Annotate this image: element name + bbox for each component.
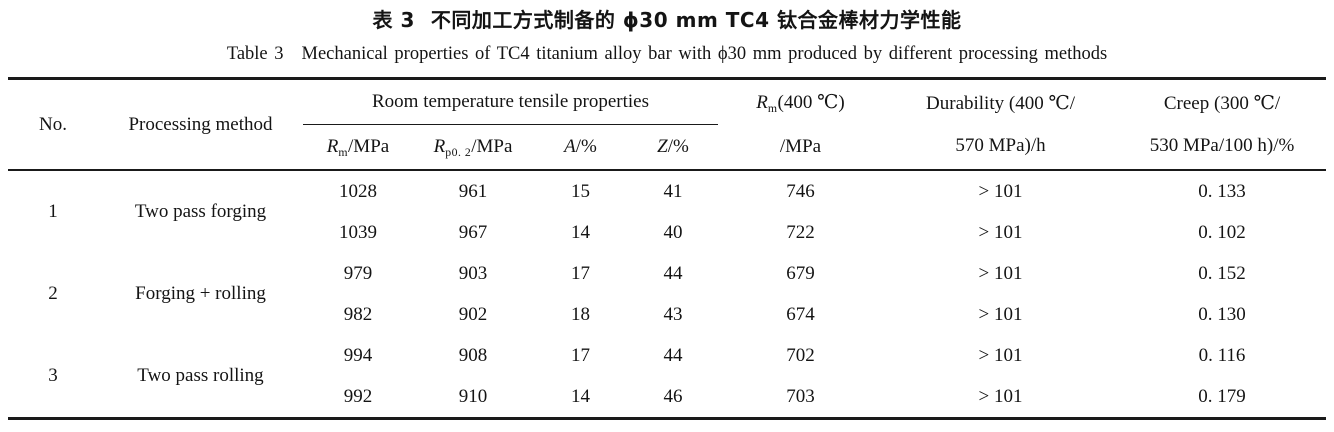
table-row: 1 Two pass forging 1028 961 15 41 746 > … [8, 170, 1326, 223]
cell-rm-400: 674 [786, 303, 815, 325]
cell-durability: > 101 [978, 303, 1023, 325]
table-title-english: Table 3 Mechanical properties of TC4 tita… [0, 42, 1334, 66]
cell-processing-method: Two pass rolling [137, 365, 264, 386]
cell-creep: 0. 116 [1198, 344, 1246, 366]
cell-z: 41 [663, 180, 683, 202]
table-row: 992 910 14 46 703 > 101 0. 179 [8, 376, 1326, 419]
col-group-header-room-temp: Room temperature tensile properties [303, 78, 718, 125]
cell-rm: 979 [343, 262, 373, 284]
col-header-rm-400: Rm(400 ℃) /MPa [718, 79, 883, 171]
cell-rm: 992 [343, 385, 373, 407]
cell-z: 40 [663, 221, 683, 243]
col-header-rp02: Rp0. 2/MPa [433, 136, 513, 160]
col-header-a: A/% [564, 136, 597, 157]
cell-durability: > 101 [978, 180, 1023, 202]
rm400-line1: Rm(400 ℃) [756, 91, 845, 115]
table-number-en: Table 3 [226, 44, 284, 64]
cell-rp02: 967 [458, 221, 488, 243]
cell-rp02: 910 [458, 385, 488, 407]
header-row-top: No. Processing method Room temperature t… [8, 78, 1326, 157]
mechanical-properties-table: No. Processing method Room temperature t… [8, 77, 1326, 420]
cell-rp02: 903 [458, 262, 488, 284]
table-title-en-text: Mechanical properties of TC4 titanium al… [301, 44, 1108, 64]
cell-creep: 0. 133 [1198, 180, 1246, 202]
cell-rp02: 902 [458, 303, 488, 325]
col-header-z: Z/% [657, 136, 689, 157]
cell-rm-400: 703 [786, 385, 815, 407]
table-title-chinese: 表 3 不同加工方式制备的 ϕ30 mm TC4 钛合金棒材力学性能 [0, 0, 1334, 33]
cell-durability: > 101 [978, 221, 1023, 243]
cell-rm: 1028 [339, 180, 377, 202]
cell-durability: > 101 [978, 385, 1023, 407]
cell-a: 18 [571, 303, 590, 325]
col-header-no: No. [39, 113, 67, 135]
cell-rm-400: 679 [786, 262, 815, 284]
cell-durability: > 101 [978, 344, 1023, 366]
cell-rp02: 908 [458, 344, 488, 366]
cell-processing-method: Two pass forging [134, 201, 267, 222]
cell-durability: > 101 [978, 262, 1023, 284]
table-caption: 表 3 不同加工方式制备的 ϕ30 mm TC4 钛合金棒材力学性能 Table … [0, 0, 1334, 66]
table-row: 3 Two pass rolling 994 908 17 44 702 > 1… [8, 335, 1326, 387]
cell-creep: 0. 152 [1198, 262, 1246, 284]
cell-z: 44 [663, 262, 683, 284]
cell-no: 1 [48, 201, 58, 222]
cell-processing-method: Forging + rolling [135, 283, 266, 304]
cell-z: 44 [663, 344, 683, 366]
table-row: 1039 967 14 40 722 > 101 0. 102 [8, 212, 1326, 253]
cell-rm-400: 702 [786, 344, 815, 366]
creep-line1: Creep (300 ℃/ [1163, 92, 1281, 114]
table-title-zh-text: 不同加工方式制备的 ϕ30 mm TC4 钛合金棒材力学性能 [430, 8, 962, 32]
room-temp-group-label: Room temperature tensile properties [372, 91, 649, 112]
col-header-processing-method: Processing method [128, 113, 273, 135]
cell-a: 14 [571, 221, 590, 243]
cell-no: 3 [48, 365, 58, 386]
durability-line1: Durability (400 ℃/ [926, 92, 1075, 114]
cell-a: 14 [571, 385, 590, 407]
cell-no: 2 [48, 283, 58, 304]
header-row-sub: Rm/MPa Rp0. 2/MPa A/% Z/% [8, 125, 1326, 171]
col-header-creep: Creep (300 ℃/ 530 MPa/100 h)/% [1118, 79, 1326, 171]
durability-line2: 570 MPa)/h [955, 134, 1046, 156]
cell-rm: 1039 [339, 221, 377, 243]
cell-rm-400: 746 [786, 180, 815, 202]
cell-rm: 982 [343, 303, 373, 325]
col-header-durability: Durability (400 ℃/ 570 MPa)/h [883, 79, 1118, 171]
cell-creep: 0. 130 [1198, 303, 1246, 325]
cell-rm-400: 722 [786, 221, 815, 243]
table-body: 1 Two pass forging 1028 961 15 41 746 > … [8, 170, 1326, 419]
table-row: 2 Forging + rolling 979 903 17 44 679 > … [8, 253, 1326, 305]
col-header-rm: Rm/MPa [326, 136, 390, 160]
cell-z: 46 [663, 385, 683, 407]
cell-rp02: 961 [458, 180, 488, 202]
table-row: 982 902 18 43 674 > 101 0. 130 [8, 294, 1326, 335]
cell-creep: 0. 102 [1198, 221, 1246, 243]
cell-a: 17 [571, 262, 590, 284]
rm400-line2: /MPa [779, 135, 822, 157]
creep-line2: 530 MPa/100 h)/% [1149, 134, 1295, 156]
cell-a: 17 [571, 344, 590, 366]
table-number-zh: 表 3 [372, 8, 415, 32]
table-header: No. Processing method Room temperature t… [8, 78, 1326, 171]
cell-a: 15 [571, 180, 590, 202]
cell-creep: 0. 179 [1198, 385, 1246, 407]
cell-rm: 994 [343, 344, 373, 366]
cell-z: 43 [663, 303, 683, 325]
